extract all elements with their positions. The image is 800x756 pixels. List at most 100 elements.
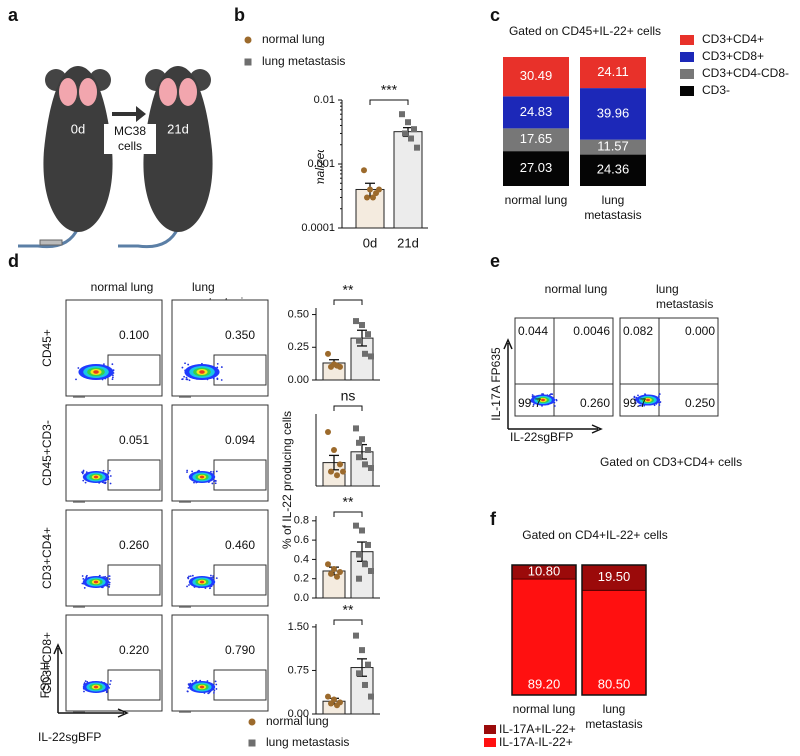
- event: [109, 482, 112, 485]
- density: [93, 580, 99, 584]
- data-point: [359, 322, 365, 329]
- event: [191, 574, 194, 577]
- data-point: [325, 561, 331, 568]
- gate-value: 0.051: [119, 433, 149, 447]
- legend-label: CD3+CD8+: [702, 49, 764, 63]
- event: [658, 393, 661, 395]
- data-point: [359, 436, 365, 443]
- event: [658, 404, 661, 406]
- event: [103, 363, 105, 366]
- y-tick-label: 0.001: [307, 158, 335, 170]
- event: [193, 481, 195, 484]
- data-point: [356, 439, 362, 446]
- gate-value: 0.220: [119, 643, 149, 657]
- significance-label: ***: [381, 82, 398, 98]
- panel-label: f: [490, 509, 497, 529]
- significance-bracket: [369, 99, 409, 105]
- arrow: [112, 106, 146, 122]
- event: [633, 395, 636, 398]
- value-label: 89.20: [528, 676, 561, 691]
- event: [82, 577, 85, 580]
- flow-events: [186, 574, 218, 590]
- value-label: 39.96: [597, 105, 630, 120]
- density: [93, 685, 99, 689]
- event: [553, 405, 556, 407]
- event: [83, 587, 86, 589]
- event: [212, 575, 214, 577]
- bar-outline: [511, 564, 577, 696]
- y-tick-label: 0.2: [294, 573, 309, 585]
- lung: [159, 78, 177, 106]
- y-axis-label: Il22 normalized to Hprt: [313, 150, 328, 184]
- event: [216, 377, 219, 380]
- event: [213, 689, 216, 692]
- event: [659, 401, 662, 403]
- legend-label: normal lung: [262, 32, 325, 46]
- event: [653, 404, 656, 407]
- flow-events: [529, 393, 558, 407]
- y-tick-label: 0.00: [288, 708, 309, 720]
- event: [215, 683, 218, 686]
- lung: [179, 78, 197, 106]
- data-point: [353, 425, 359, 432]
- chart-title-box: Gated on CD45+IL-22+ cells: [509, 24, 661, 38]
- event: [188, 379, 191, 382]
- flow-events: [633, 393, 662, 407]
- data-point: [399, 111, 405, 118]
- data-point: [376, 186, 382, 193]
- event: [108, 583, 111, 586]
- data-point: [334, 472, 340, 479]
- x-arrow: [508, 424, 603, 434]
- x-tick-label: 21d: [397, 235, 419, 250]
- data-point: [368, 693, 374, 700]
- legend-label: CD3+CD4+: [702, 32, 764, 46]
- event: [81, 575, 84, 577]
- x-tick-label: lung metastasis: [584, 193, 642, 222]
- legend-swatch: [484, 725, 496, 734]
- flow-plot: [65, 509, 163, 607]
- quadrant-value: 0.000: [685, 324, 715, 338]
- event: [191, 680, 194, 682]
- event: [107, 575, 110, 577]
- data-point: [325, 429, 331, 435]
- bar-segment: [580, 154, 646, 186]
- row-label: CD3+CD4+: [40, 527, 54, 589]
- flow-events: [82, 679, 112, 694]
- event: [208, 691, 211, 694]
- event: [215, 688, 218, 690]
- event: [212, 471, 215, 473]
- event: [220, 379, 223, 381]
- value-label: 30.49: [520, 68, 553, 83]
- flow-events: [186, 679, 218, 695]
- event: [107, 472, 110, 474]
- event: [639, 404, 642, 407]
- event: [188, 575, 190, 578]
- y-tick-label: 1.50: [288, 621, 309, 633]
- event: [86, 574, 88, 577]
- event: [84, 680, 87, 683]
- value-label: 27.03: [520, 160, 553, 175]
- gate-label: Gated on CD3+CD4+ cells: [600, 455, 742, 469]
- legend-label: lung metastasis: [262, 54, 345, 68]
- event: [82, 479, 85, 482]
- density: [93, 370, 99, 374]
- event: [183, 375, 185, 378]
- mouse-tail: [118, 227, 180, 249]
- event: [102, 469, 105, 472]
- event: [220, 366, 223, 368]
- data-point: [402, 130, 408, 137]
- legend-marker: [248, 739, 256, 747]
- event: [108, 469, 111, 472]
- event: [195, 679, 198, 682]
- event: [109, 683, 111, 686]
- mouse: [18, 66, 113, 249]
- syringe: [39, 239, 63, 246]
- mouse-body: [43, 66, 113, 232]
- event: [531, 394, 534, 396]
- data-point: [362, 561, 368, 568]
- data-point: [365, 331, 371, 338]
- data-point: [370, 194, 376, 201]
- x-tick-label-box: normal lung: [513, 702, 576, 716]
